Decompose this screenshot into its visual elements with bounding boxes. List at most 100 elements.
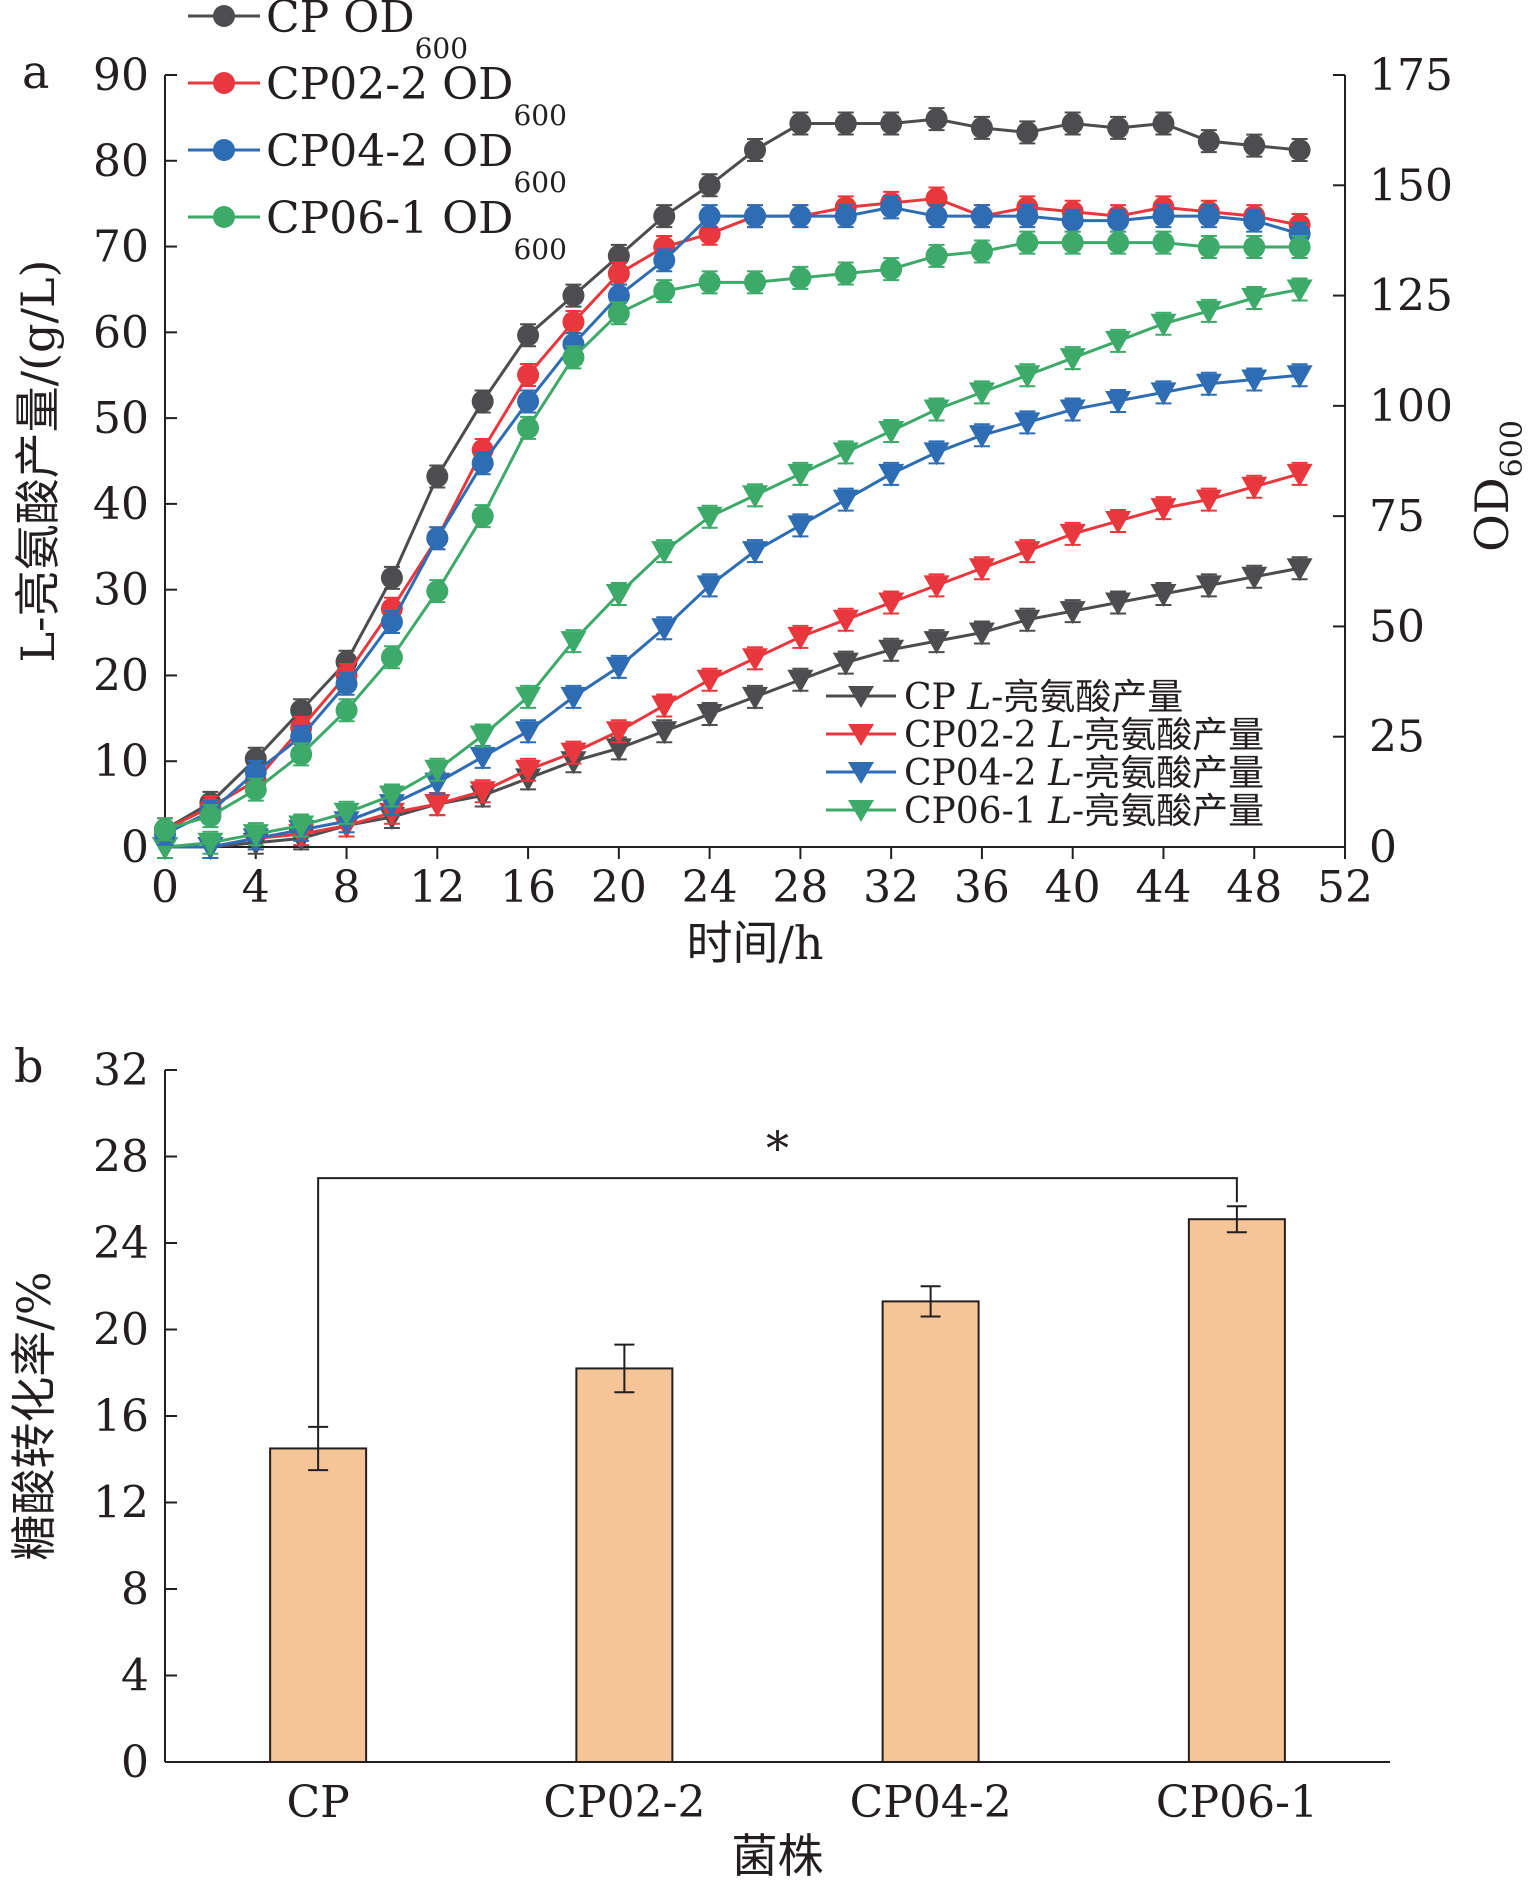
data-point: [1107, 231, 1130, 254]
data-point: [970, 116, 993, 139]
y-axis-right-title: OD600: [1465, 420, 1530, 552]
data-point: [1014, 609, 1041, 633]
y-right-tick-label: 175: [1369, 50, 1453, 101]
y-tick-label: 4: [121, 1651, 149, 1702]
data-point: [923, 575, 950, 599]
data-point: [653, 205, 676, 228]
data-point: [834, 262, 857, 285]
data-point: [880, 112, 903, 135]
data-point: [696, 575, 723, 599]
x-tick-label: CP: [286, 1777, 349, 1828]
data-point: [925, 244, 948, 267]
y-right-tick-label: 125: [1369, 271, 1453, 322]
y-left-tick-label: 80: [93, 136, 149, 187]
y-right-tick-label: 75: [1369, 491, 1425, 542]
data-point: [696, 506, 723, 530]
data-point: [244, 761, 267, 784]
data-point: [1107, 209, 1130, 232]
data-point: [199, 805, 222, 828]
legend-od-label: CP02-2 OD600: [266, 59, 567, 132]
y-right-tick-label: 0: [1369, 822, 1397, 873]
legend-od-label: CP06-1 OD600: [266, 193, 567, 266]
data-point: [653, 280, 676, 303]
data-point: [517, 363, 540, 386]
data-point: [744, 205, 766, 228]
y-tick-label: 12: [93, 1478, 149, 1529]
data-point: [469, 781, 496, 805]
data-point: [1286, 279, 1313, 303]
x-axis-title: 时间/h: [686, 916, 823, 970]
data-point: [1059, 601, 1086, 625]
y-left-tick-label: 30: [93, 565, 149, 616]
data-point: [1241, 288, 1268, 312]
y-left-tick-label: 70: [93, 222, 149, 273]
x-tick-label: CP02-2: [543, 1777, 705, 1828]
x-tick-label: 12: [409, 862, 465, 913]
data-point: [742, 541, 768, 565]
y-left-tick-label: 20: [93, 650, 149, 701]
y-right-tick-label: 50: [1369, 601, 1425, 652]
data-point: [1105, 330, 1132, 354]
data-point: [878, 592, 905, 616]
data-point: [380, 566, 403, 589]
data-point: [698, 222, 721, 245]
data-point: [1014, 412, 1041, 436]
data-point: [607, 262, 630, 285]
data-point: [1150, 382, 1177, 406]
data-point: [742, 648, 768, 672]
data-point: [925, 108, 948, 131]
x-tick-label: 28: [772, 862, 828, 913]
data-point: [1197, 130, 1220, 153]
data-point: [923, 631, 950, 655]
data-point: [290, 699, 313, 722]
significance-bracket: [317, 1177, 1238, 1427]
legend-yield-marker: [848, 724, 874, 746]
data-point: [1195, 575, 1222, 599]
data-point: [562, 346, 585, 369]
x-tick-label: 36: [954, 862, 1010, 913]
data-point: [605, 738, 632, 762]
data-point: [515, 759, 542, 783]
y-right-tick-label: 25: [1369, 712, 1425, 763]
data-point: [787, 626, 814, 650]
data-point: [380, 611, 403, 634]
data-point: [1150, 583, 1177, 607]
x-tick-label: 20: [591, 862, 647, 913]
data-point: [1286, 463, 1313, 487]
x-tick-label: 44: [1135, 862, 1191, 913]
data-point: [1288, 138, 1311, 161]
data-point: [1197, 236, 1220, 259]
data-point: [1241, 369, 1268, 393]
legend-yield-label: CP04-2 L-亮氨酸产量: [904, 753, 1264, 794]
x-tick-label: 4: [242, 862, 270, 913]
data-point: [1243, 236, 1266, 259]
data-point: [424, 794, 451, 818]
data-point: [290, 725, 313, 748]
data-point: [653, 249, 676, 272]
data-point: [968, 382, 995, 406]
panel-b-axes: 0 4 8 12 16 20 24 28 32 CP CP02-2 CP04-2 CP06-1 菌株 糖酸转…: [7, 1045, 1390, 1881]
data-point: [1195, 489, 1222, 513]
bar-cp02-2: [575, 1367, 674, 1764]
x-tick-label: 24: [682, 862, 738, 913]
significance-star: *: [766, 1121, 789, 1175]
data-point: [517, 390, 540, 413]
data-point: [242, 824, 269, 848]
data-point: [789, 205, 812, 228]
series-cp04-2-od600: [154, 195, 1311, 846]
data-point: [878, 463, 905, 487]
data-point: [696, 704, 723, 728]
data-point: [696, 669, 723, 693]
data-point: [154, 818, 176, 841]
data-point: [925, 205, 948, 228]
x-tick-label: 40: [1045, 862, 1101, 913]
legend-yield-label: CP02-2 L-亮氨酸产量: [904, 715, 1264, 756]
legend-od-marker: [213, 72, 235, 94]
data-point: [651, 618, 678, 642]
data-point: [789, 112, 812, 135]
data-point: [562, 284, 585, 307]
data-point: [471, 390, 494, 413]
data-point: [1016, 231, 1039, 254]
data-point: [335, 699, 358, 722]
